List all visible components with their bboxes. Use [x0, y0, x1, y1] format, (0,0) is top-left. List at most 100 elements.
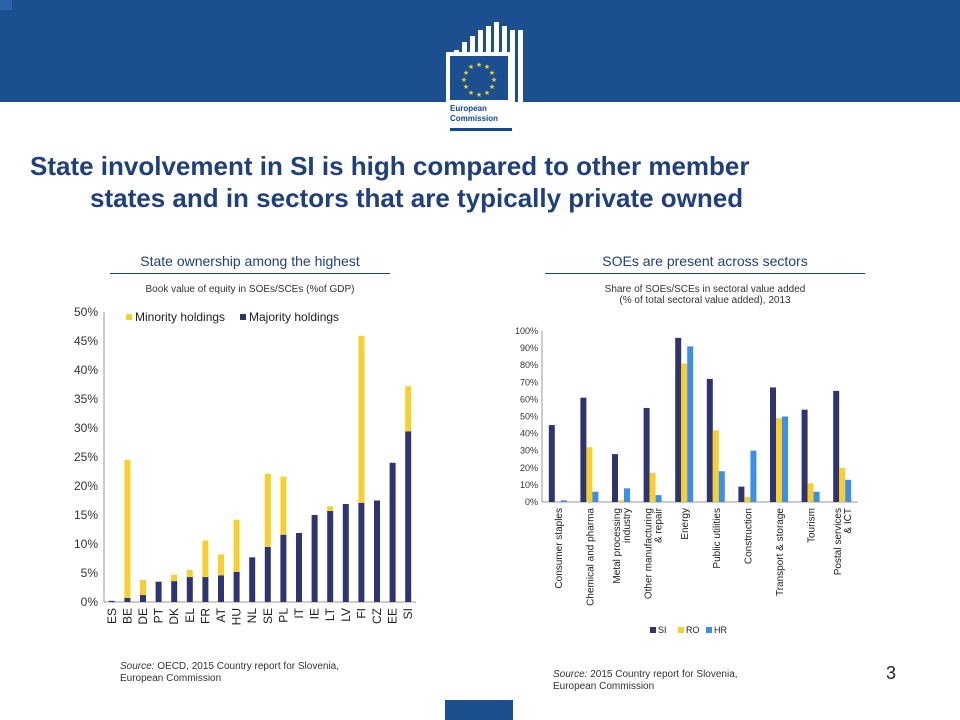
- bar-majority-cz: [374, 500, 380, 602]
- european-commission-logo: ★ ★★ ★★★ ★★★ ★★★: [446, 22, 523, 102]
- bar-hr-4: [687, 346, 694, 502]
- bar-minority-hu: [233, 519, 240, 572]
- page-number: 3: [886, 663, 897, 683]
- legend-swatch-minority: [126, 314, 132, 320]
- y-tick-label: 40%: [520, 429, 538, 439]
- bar-ro-4: [681, 363, 688, 502]
- bar-ro-1: [586, 447, 593, 502]
- logo-line-1: European: [450, 104, 487, 113]
- bar-majority-it: [296, 532, 302, 602]
- bar-minority-fi: [358, 335, 365, 503]
- bar-majority-si: [405, 431, 412, 602]
- y-tick-label: 80%: [520, 360, 538, 370]
- bar-si-3: [643, 407, 650, 502]
- bar-majority-el: [186, 577, 193, 602]
- right-subtitle: SOEs are present across sectors: [602, 253, 808, 269]
- right-subtitle-rule: [545, 273, 865, 274]
- bar-hr-8: [813, 491, 820, 502]
- left-subtitle-rule: [110, 273, 390, 274]
- bar-si-1: [580, 397, 587, 502]
- x-tick-label: Postal services: [833, 508, 844, 575]
- x-tick-label: Chemical and pharma: [585, 508, 596, 606]
- y-tick-label: 0%: [525, 497, 538, 507]
- bar-majority-es: [108, 600, 115, 602]
- bar-majority-fi: [358, 502, 365, 602]
- legend-label-minority: Minority holdings: [135, 310, 225, 324]
- bar-minority-be: [124, 459, 131, 598]
- bar-majority-dk: [171, 581, 178, 602]
- x-tick-label: industry: [622, 508, 633, 543]
- x-tick-label: LV: [339, 608, 353, 622]
- svg-text:★: ★: [484, 89, 490, 97]
- right-chart-title-line-1: Share of SOEs/SCEs in sectoral value add…: [604, 284, 806, 295]
- y-tick-label: 20%: [74, 479, 98, 493]
- logo-text: European Commission: [450, 104, 498, 124]
- x-tick-label: & ICT: [843, 508, 854, 534]
- y-tick-label: 35%: [74, 392, 98, 406]
- x-tick-label: HU: [230, 608, 244, 625]
- y-tick-label: 5%: [81, 566, 99, 580]
- bar-si-0: [548, 425, 555, 502]
- y-tick-label: 25%: [74, 450, 98, 464]
- bar-majority-ee: [389, 462, 396, 602]
- bar-ro-8: [807, 483, 814, 502]
- bar-majority-se: [264, 546, 271, 602]
- bar-minority-dk: [171, 574, 178, 582]
- state-ownership-chart: 0% 5% 10% 15% 20% 25% 30% 35% 40% 45% 50% ES BE DE PT D…: [74, 305, 416, 625]
- bar-ro-5: [712, 430, 719, 502]
- bar-si-4: [675, 337, 682, 502]
- x-tick-label: & repair: [654, 507, 665, 543]
- left-source-label: Source:: [120, 661, 155, 672]
- bar-minority-el: [186, 570, 193, 578]
- y-tick-label: 70%: [520, 377, 538, 387]
- left-source: Source: OECD, 2015 Country report for Sl…: [120, 661, 339, 685]
- x-tick-label: IE: [308, 608, 322, 619]
- x-tick-label: Construction: [743, 508, 754, 564]
- svg-text:★: ★: [489, 83, 495, 91]
- y-tick-label: 90%: [520, 343, 538, 353]
- left-source-text-2: European Commission: [120, 673, 222, 684]
- x-tick-label: EE: [386, 608, 400, 624]
- bar-majority-at: [218, 575, 224, 602]
- bar-si-7: [770, 387, 776, 502]
- x-tick-label: Tourism: [807, 508, 818, 543]
- x-tick-label: Consumer staples: [554, 508, 565, 589]
- x-tick-label: SI: [401, 608, 415, 619]
- svg-text:★: ★: [489, 69, 495, 77]
- x-tick-label: Public utilities: [712, 508, 723, 569]
- bar-minority-pl: [280, 476, 287, 535]
- bar-hr-5: [718, 471, 725, 502]
- x-tick-label: LT: [323, 607, 337, 621]
- x-tick-label: Metal processing: [612, 508, 623, 584]
- bar-majority-ie: [311, 515, 318, 602]
- bar-majority-de: [140, 595, 146, 602]
- bar-ro-6: [744, 496, 751, 502]
- x-tick-label: CZ: [370, 608, 384, 624]
- legend-swatch-majority: [240, 314, 246, 320]
- y-tick-label: 30%: [74, 421, 98, 435]
- bar-hr-9: [845, 479, 852, 502]
- footer-tab: [445, 700, 513, 720]
- right-source-text-2: European Commission: [553, 681, 655, 692]
- svg-text:★: ★: [484, 63, 490, 71]
- svg-text:★: ★: [476, 61, 482, 69]
- y-tick-label: 50%: [74, 305, 98, 319]
- bar-si-2: [612, 454, 618, 502]
- y-tick-label: 100%: [515, 326, 538, 336]
- bar-majority-be: [124, 597, 131, 602]
- y-tick-label: 10%: [520, 480, 538, 490]
- sector-share-chart: 0% 10% 20% 30% 40% 50% 60% 70% 80% 90% 100% Consume…: [515, 326, 858, 635]
- legend-swatch-hr: [706, 627, 712, 633]
- bar-si-8: [801, 409, 808, 502]
- bar-hr-1: [592, 491, 599, 502]
- svg-text:★: ★: [463, 83, 469, 91]
- right-chart-title: Share of SOEs/SCEs in sectoral value add…: [545, 284, 865, 306]
- svg-text:★: ★: [468, 63, 474, 71]
- svg-text:★: ★: [491, 76, 497, 84]
- bar-minority-se: [264, 473, 271, 547]
- right-source-label: Source:: [553, 669, 588, 680]
- title-line-2: states and in sectors that are typically…: [90, 183, 744, 213]
- x-tick-label: EL: [183, 608, 197, 623]
- corner-marker: [0, 0, 12, 10]
- right-chart-title-line-2: (% of total sectoral value added), 2013: [619, 295, 791, 306]
